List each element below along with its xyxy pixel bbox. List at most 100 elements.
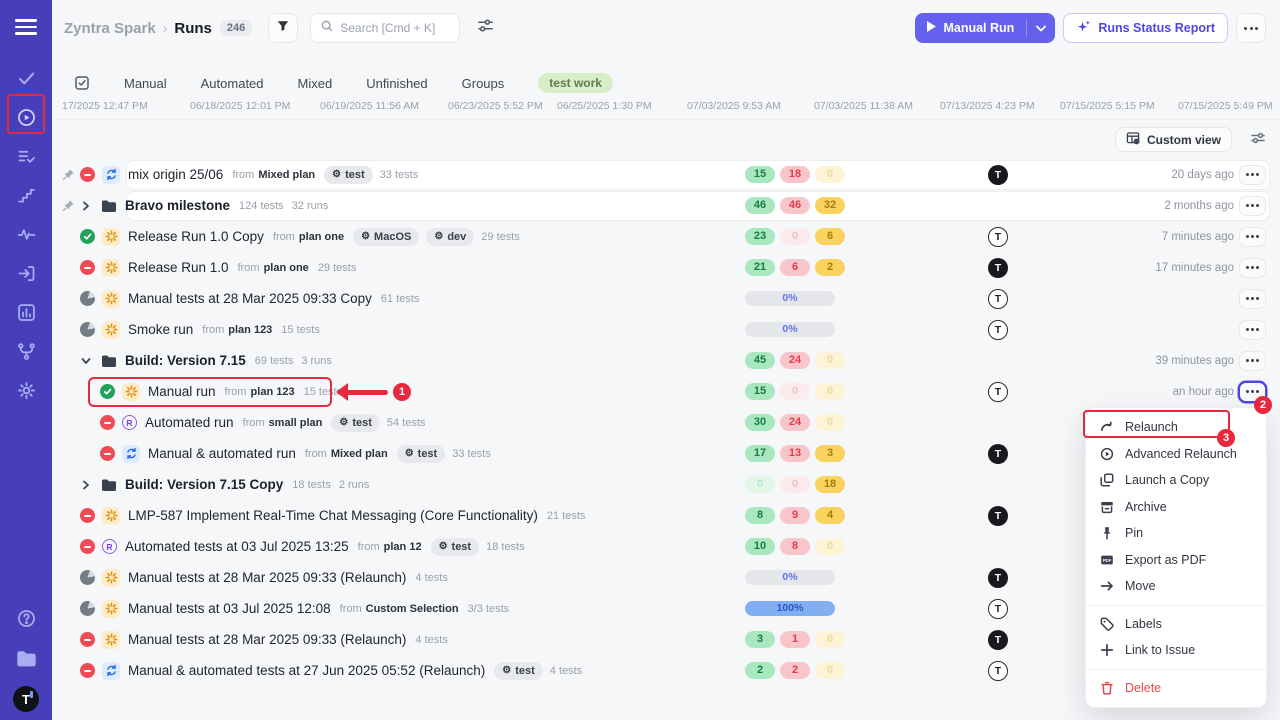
run-row[interactable]: R Automated tests at 03 Jul 2025 13:25 fro… bbox=[52, 531, 1280, 562]
breadcrumb-project[interactable]: Zyntra Spark bbox=[64, 19, 156, 37]
menu-item-labels[interactable]: Labels bbox=[1086, 611, 1266, 638]
run-title[interactable]: Manual tests at 28 Mar 2025 09:33 Copy bbox=[128, 291, 372, 306]
configuration-tag-label: test bbox=[515, 664, 535, 677]
run-title[interactable]: Release Run 1.0 Copy bbox=[128, 229, 264, 244]
row-more-button[interactable] bbox=[1239, 288, 1266, 309]
manual-run-button[interactable]: Manual Run bbox=[915, 13, 1056, 43]
menu-item-pin[interactable]: Pin bbox=[1086, 520, 1266, 547]
menu-item-link-to-issue[interactable]: Link to Issue bbox=[1086, 637, 1266, 664]
sidebar-item-imports[interactable] bbox=[7, 257, 45, 295]
chevron-right-icon[interactable] bbox=[80, 200, 94, 212]
run-row[interactable]: Release Run 1.0 Copy from plan one ⚙ MacOS ⚙ d… bbox=[52, 221, 1280, 252]
run-title[interactable]: Manual tests at 28 Mar 2025 09:33 (Relau… bbox=[128, 570, 407, 585]
menu-item-export-as-pdf[interactable]: PDF Export as PDF bbox=[1086, 547, 1266, 574]
row-more-button[interactable] bbox=[1239, 164, 1266, 185]
run-title[interactable]: mix origin 25/06 bbox=[128, 167, 224, 182]
run-row[interactable]: LMP-587 Implement Real-Time Chat Messagi… bbox=[52, 500, 1280, 531]
group-row[interactable]: Build: Version 7.15 69 tests 3 runs 45 24 0 39… bbox=[52, 345, 1280, 376]
run-title[interactable]: Manual tests at 03 Jul 2025 12:08 bbox=[128, 601, 331, 616]
run-row[interactable]: Manual tests at 28 Mar 2025 09:33 (Relau… bbox=[52, 624, 1280, 655]
row-more-button[interactable] bbox=[1239, 195, 1266, 216]
group-row[interactable]: Build: Version 7.15 Copy 18 tests 2 runs 0 0… bbox=[52, 469, 1280, 500]
run-title[interactable]: Smoke run bbox=[128, 322, 194, 337]
run-row[interactable]: R Automated run from small plan ⚙ test 54 test… bbox=[52, 407, 1280, 438]
run-title[interactable]: LMP-587 Implement Real-Time Chat Messagi… bbox=[128, 508, 538, 523]
menu-item-label: Pin bbox=[1125, 526, 1144, 541]
tab-mixed[interactable]: Mixed bbox=[297, 75, 333, 91]
run-title[interactable]: Automated run bbox=[145, 415, 234, 430]
all-runs-icon[interactable] bbox=[74, 75, 90, 91]
sidebar-item-milestones[interactable] bbox=[7, 179, 45, 217]
sidebar-item-settings[interactable] bbox=[7, 374, 45, 412]
sidebar-item-workflows[interactable] bbox=[7, 335, 45, 373]
run-row[interactable]: Manual & automated run from Mixed plan ⚙ tes… bbox=[52, 438, 1280, 469]
stat-badge-green: 21 bbox=[745, 259, 775, 276]
tab-manual[interactable]: Manual bbox=[124, 75, 167, 91]
runs-status-report-button[interactable]: Runs Status Report bbox=[1063, 13, 1228, 43]
row-more-button[interactable] bbox=[1239, 350, 1266, 371]
timeline-label: 17/2025 12:47 PM bbox=[62, 100, 148, 112]
custom-view-button[interactable]: Custom view bbox=[1114, 127, 1232, 152]
row-more-button[interactable] bbox=[1239, 381, 1266, 402]
search-input[interactable] bbox=[340, 21, 451, 35]
run-title[interactable]: Bravo milestone bbox=[125, 198, 231, 213]
menu-item-move[interactable]: Move bbox=[1086, 573, 1266, 600]
run-row[interactable]: Manual tests at 28 Mar 2025 09:33 (Relau… bbox=[52, 562, 1280, 593]
sidebar-item-tests[interactable] bbox=[7, 62, 45, 100]
menu-item-archive[interactable]: Archive bbox=[1086, 494, 1266, 521]
status-failed-icon bbox=[80, 632, 95, 647]
run-title[interactable]: Manual run bbox=[148, 384, 216, 399]
run-row[interactable]: Manual tests at 03 Jul 2025 12:08 from Cus… bbox=[52, 593, 1280, 624]
run-title[interactable]: Manual & automated run bbox=[148, 446, 296, 461]
timeline-label: 07/03/2025 9:53 AM bbox=[687, 100, 781, 112]
sidebar-item-plans[interactable] bbox=[7, 140, 45, 178]
search-box[interactable] bbox=[310, 13, 461, 43]
view-options-icon[interactable] bbox=[1250, 130, 1266, 151]
menu-item-advanced-relaunch[interactable]: Advanced Relaunch bbox=[1086, 441, 1266, 468]
stat-badge-green: 46 bbox=[745, 197, 775, 214]
chevron-down-icon[interactable] bbox=[80, 355, 94, 367]
row-more-button[interactable] bbox=[1239, 226, 1266, 247]
run-row[interactable]: Manual & automated tests at 27 Jun 2025 … bbox=[52, 655, 1280, 686]
sidebar-item-projects[interactable] bbox=[7, 642, 45, 680]
hamburger-menu-button[interactable] bbox=[0, 0, 52, 54]
run-title[interactable]: Manual & automated tests at 27 Jun 2025 … bbox=[128, 663, 486, 678]
chevron-right-icon[interactable] bbox=[80, 479, 94, 491]
tab-automated[interactable]: Automated bbox=[200, 75, 264, 91]
header-more-button[interactable] bbox=[1236, 13, 1266, 43]
menu-item-relaunch[interactable]: Relaunch bbox=[1086, 414, 1266, 441]
tab-groups[interactable]: Groups bbox=[461, 75, 505, 91]
run-title[interactable]: Automated tests at 03 Jul 2025 13:25 bbox=[125, 539, 349, 554]
row-more-button[interactable] bbox=[1239, 319, 1266, 340]
sidebar-item-runs[interactable] bbox=[7, 101, 45, 139]
run-row[interactable]: Release Run 1.0 from plan one 29 tests 21 6 2 T… bbox=[52, 252, 1280, 283]
run-title[interactable]: Manual tests at 28 Mar 2025 09:33 (Relau… bbox=[128, 632, 407, 647]
group-row[interactable]: Bravo milestone 124 tests 32 runs 46 46 32 2 m… bbox=[52, 190, 1280, 221]
run-title[interactable]: Release Run 1.0 bbox=[128, 260, 229, 275]
tests-count: 3/3 tests bbox=[467, 602, 510, 615]
sidebar-item-help[interactable] bbox=[7, 602, 45, 640]
active-filter-tag[interactable]: test work bbox=[538, 73, 613, 93]
sidebar-item-reports[interactable] bbox=[7, 296, 45, 334]
menu-item-launch-a-copy[interactable]: Launch a Copy bbox=[1086, 467, 1266, 494]
run-updated-time: 39 minutes ago bbox=[1155, 354, 1234, 367]
menu-item-delete[interactable]: Delete bbox=[1086, 675, 1266, 702]
filter-button[interactable] bbox=[268, 13, 299, 43]
assignee-avatar: T bbox=[988, 443, 1008, 464]
stat-badge-yellow: 18 bbox=[815, 476, 845, 493]
row-more-button[interactable] bbox=[1239, 257, 1266, 278]
run-row[interactable]: mix origin 25/06 from Mixed plan ⚙ test 33 te… bbox=[52, 159, 1280, 190]
run-row[interactable]: Manual tests at 28 Mar 2025 09:33 Copy 61… bbox=[52, 283, 1280, 314]
run-row[interactable]: Smoke run from plan 123 15 tests 0% T bbox=[52, 314, 1280, 345]
manual-run-dropdown[interactable] bbox=[1027, 13, 1055, 43]
user-avatar[interactable]: T bbox=[13, 686, 39, 712]
run-title[interactable]: Build: Version 7.15 bbox=[125, 353, 246, 368]
tab-unfinished[interactable]: Unfinished bbox=[366, 75, 428, 91]
steps-icon bbox=[16, 185, 37, 211]
run-title[interactable]: Build: Version 7.15 Copy bbox=[125, 477, 284, 492]
search-settings-button[interactable] bbox=[472, 15, 498, 41]
sidebar-item-defects[interactable] bbox=[7, 218, 45, 256]
status-failed-icon bbox=[100, 446, 115, 461]
